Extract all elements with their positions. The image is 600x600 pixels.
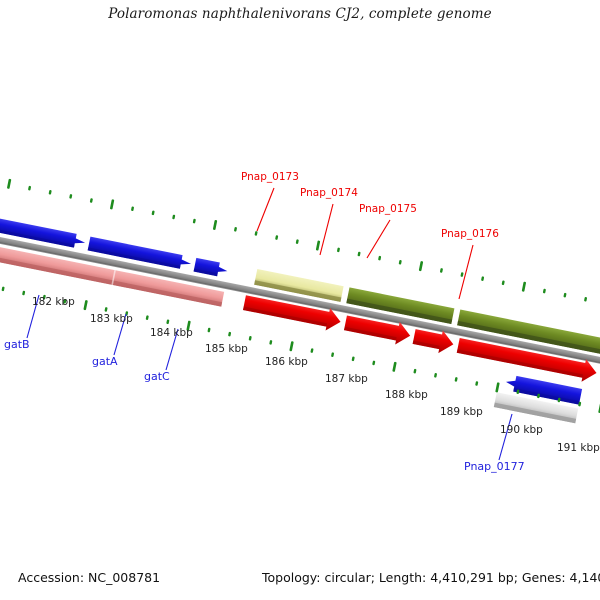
tick-label-191: 191 kbp <box>557 442 600 454</box>
tick-label-184: 184 kbp <box>150 327 193 339</box>
gene-Pnap_0174-cds[interactable] <box>343 312 412 347</box>
red-label-group[interactable]: Pnap_0173 Pnap_0174 Pnap_0175 Pnap_0176 <box>241 171 499 300</box>
page-title: Polaromonas naphthalenivorans CJ2, compl… <box>108 6 492 22</box>
label-Pnap_0173[interactable]: Pnap_0173 <box>241 171 299 183</box>
upper-feature-track[interactable] <box>0 215 600 355</box>
blue-label-group[interactable]: gatB gatA gatC Pnap_0177 <box>4 294 525 473</box>
feature-rna-bar[interactable] <box>0 242 225 307</box>
gene-Pnap_0177[interactable] <box>504 374 583 405</box>
ruler-upper-dotted <box>7 178 588 302</box>
gene-gatB[interactable] <box>0 215 86 249</box>
tick-label-188: 188 kbp <box>385 389 428 401</box>
gene-Pnap_0174-box[interactable] <box>346 287 455 325</box>
genome-axis-backbone <box>0 235 600 368</box>
tick-label-187: 187 kbp <box>325 373 368 385</box>
label-gatB[interactable]: gatB <box>4 338 30 351</box>
accession-text: Accession: NC_008781 <box>18 570 161 585</box>
tick-label-185: 185 kbp <box>205 343 248 355</box>
label-leader-Pnap_0173 <box>256 187 275 232</box>
tick-label-186: 186 kbp <box>265 356 308 368</box>
label-Pnap_0176[interactable]: Pnap_0176 <box>441 228 499 240</box>
lower-feature-track[interactable] <box>0 215 600 397</box>
gene-Pnap_0175-cds[interactable] <box>412 325 456 355</box>
label-gatC[interactable]: gatC <box>144 370 170 383</box>
label-leader-gatC <box>165 328 179 371</box>
gene-gatC[interactable] <box>193 257 229 278</box>
ruler-lower-dotted <box>1 286 600 413</box>
tick-label-190: 190 kbp <box>500 424 543 436</box>
gene-gatA[interactable] <box>87 236 193 271</box>
label-leader-Pnap_0176 <box>458 244 474 300</box>
label-Pnap_0175[interactable]: Pnap_0175 <box>359 203 417 215</box>
gene-Pnap_0176-box[interactable] <box>457 309 600 355</box>
genome-summary-text: Topology: circular; Length: 4,410,291 bp… <box>262 570 600 585</box>
tick-label-189: 189 kbp <box>440 406 483 418</box>
label-leader-gatB <box>26 294 40 339</box>
ruler-tick-labels: 182 kbp 183 kbp 184 kbp 185 kbp 186 kbp … <box>32 296 600 454</box>
gene-Pnap_0173-box[interactable] <box>254 268 344 302</box>
tick-label-182: 182 kbp <box>32 296 75 308</box>
gene-Pnap_0176-cds[interactable] <box>456 334 599 384</box>
label-gatA[interactable]: gatA <box>92 355 118 368</box>
gene-Pnap_0173-cds[interactable] <box>242 291 343 333</box>
label-Pnap_0174[interactable]: Pnap_0174 <box>300 187 358 199</box>
label-leader-gatA <box>113 313 127 356</box>
label-leader-Pnap_0177 <box>498 413 513 461</box>
label-Pnap_0177[interactable]: Pnap_0177 <box>464 460 525 473</box>
tick-label-183: 183 kbp <box>90 313 133 325</box>
label-leader-Pnap_0175 <box>366 219 391 259</box>
feature-Pnap_0177-misc-bar[interactable] <box>493 392 579 424</box>
label-leader-Pnap_0174 <box>319 203 334 256</box>
